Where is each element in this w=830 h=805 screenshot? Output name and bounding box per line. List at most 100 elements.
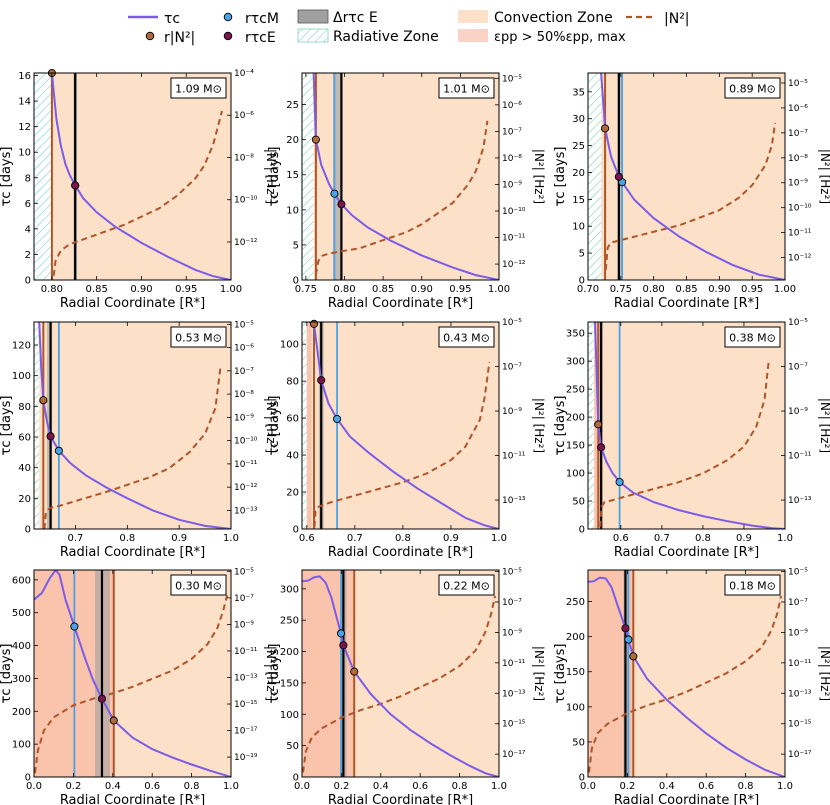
y2-tick-label: 10⁻¹⁹ [234, 753, 258, 763]
y2-tick-label: 10⁻¹¹ [502, 234, 526, 244]
y2-tick-label: 10⁻⁹ [788, 179, 808, 189]
rN2-marker [350, 667, 359, 676]
x-axis-label: Radial Coordinate [R*] [328, 296, 473, 311]
y-tick-label: 0 [293, 525, 299, 536]
rN2-marker [311, 135, 320, 144]
y2-tick-label: 10⁻¹⁵ [788, 720, 812, 730]
y-tick-label: 100 [566, 469, 585, 480]
y2-tick-label: 10⁻⁵ [788, 318, 808, 328]
y2-tick-label: 10⁻¹⁷ [234, 727, 258, 737]
legend-radiative-label: Radiative Zone [333, 29, 439, 45]
y2-tick-label: 10⁻¹³ [234, 673, 258, 683]
y-tick-label: 100 [12, 740, 31, 751]
x-tick-label: 0.4 [373, 781, 389, 792]
y-axis-label: τc [days] [0, 396, 14, 456]
mass-label: 0.38 M⊙ [729, 332, 776, 345]
n2-curve [34, 594, 229, 774]
mass-label: 0.30 M⊙ [175, 580, 222, 593]
x-tick-label: 0.4 [105, 781, 121, 792]
y-tick-label: 350 [566, 329, 585, 340]
n2-curve [52, 110, 223, 276]
y-tick-label: 400 [12, 641, 31, 652]
y-tick-label: 120 [12, 341, 31, 352]
x-tick-label: 1.0 [223, 533, 239, 544]
y-tick-label: 0 [293, 276, 299, 287]
x-tick-label: 0.95 [741, 284, 763, 295]
y-axis-label: τc [days] [553, 644, 568, 704]
plot-frame [33, 569, 232, 778]
rcE-marker [317, 376, 326, 385]
y2-tick-label: 10⁻¹² [502, 260, 526, 270]
radiative-zone [588, 73, 602, 280]
y-tick-label: 12 [18, 122, 31, 133]
mass-label-box [724, 77, 781, 99]
plot-frame [33, 72, 232, 281]
x-tick-label: 0.90 [411, 284, 433, 295]
n2-curve [604, 122, 777, 271]
rcE-marker [46, 432, 55, 441]
rcE-marker [614, 172, 623, 181]
mass-label: 0.18 M⊙ [729, 580, 776, 593]
panel-6: 0.6 0.7 0.8 0.9 1.0 0 50 100 150 200 250 300 350 10⁻⁵… [553, 318, 830, 560]
y2-tick-label: 10⁻¹⁰ [502, 207, 526, 217]
y2-tick-label: 10⁻¹³ [788, 689, 812, 699]
x-axis-label: Radial Coordinate [R*] [328, 793, 473, 805]
y2-axis-label: |N²| [Hz²] [532, 646, 546, 701]
y-tick-label: 250 [566, 597, 585, 608]
n2-curve [599, 361, 770, 527]
x-tick-label: 0.6 [698, 781, 714, 792]
legend-convection-label: Convection Zone [494, 10, 613, 26]
y-tick-label: 250 [280, 616, 299, 627]
y2-tick-label: 10⁻⁹ [788, 628, 808, 638]
y-tick-label: 35 [572, 87, 585, 98]
y-axis-label: τc [days] [0, 147, 14, 207]
y-tick-label: 20 [18, 494, 31, 505]
y-tick-label: 40 [286, 451, 299, 462]
y2-tick-label: 10⁻¹¹ [234, 647, 258, 657]
y2-tick-label: 10⁻⁵ [502, 74, 522, 84]
legend-delta-swatch [297, 9, 329, 24]
x-tick-label: 0.8 [119, 533, 135, 544]
y2-tick-label: 10⁻¹⁵ [234, 700, 258, 710]
x-tick-label: 0.85 [675, 284, 697, 295]
rN2-marker [594, 420, 603, 429]
plot-frame [33, 321, 232, 530]
x-tick-label: 0.80 [643, 284, 665, 295]
y-tick-label: 5 [579, 249, 585, 260]
y-tick-label: 5 [293, 240, 299, 251]
y-tick-label: 200 [566, 632, 585, 643]
y-tick-label: 100 [566, 702, 585, 713]
y2-tick-label: 10⁻¹¹ [788, 229, 812, 239]
x-tick-label: 1.00 [488, 284, 510, 295]
y-axis-label: τc [days] [267, 644, 282, 704]
x-tick-label: 0.95 [175, 284, 197, 295]
x-tick-label: 1.0 [491, 533, 507, 544]
x-tick-label: 0.9 [443, 533, 459, 544]
x-tick-label: 0.0 [580, 781, 596, 792]
y2-tick-label: 10⁻⁷ [234, 367, 254, 377]
mass-label-box [170, 326, 227, 348]
panel-4: 0.7 0.8 0.9 1.0 0 20 40 60 80 100 120 10⁻⁵ 10⁻⁶ 10⁻⁷ 1… [0, 320, 278, 560]
y-tick-label: 200 [566, 413, 585, 424]
x-tick-label: 1.0 [223, 781, 239, 792]
panel-plot-area [302, 570, 499, 777]
x-tick-label: 0.6 [613, 533, 629, 544]
convection-zone [594, 322, 785, 529]
x-axis-label: Radial Coordinate [R*] [60, 793, 205, 805]
x-tick-label: 0.95 [449, 284, 471, 295]
y-tick-label: 80 [18, 402, 31, 413]
tau-curve [600, 73, 785, 280]
y-tick-label: 50 [572, 497, 585, 508]
y2-tick-label: 10⁻⁷ [788, 598, 808, 608]
y-tick-label: 0 [293, 773, 299, 784]
x-axis-label: Radial Coordinate [R*] [614, 296, 759, 311]
x-tick-label: 0.8 [395, 533, 411, 544]
delta-band [332, 73, 343, 280]
y2-tick-label: 10⁻¹² [788, 254, 812, 264]
epp-region [306, 322, 312, 529]
rN2-marker [109, 716, 118, 725]
x-tick-label: 0.8 [184, 781, 200, 792]
x-tick-label: 0.8 [695, 533, 711, 544]
y-tick-label: 80 [286, 377, 299, 388]
y-tick-label: 300 [280, 584, 299, 595]
